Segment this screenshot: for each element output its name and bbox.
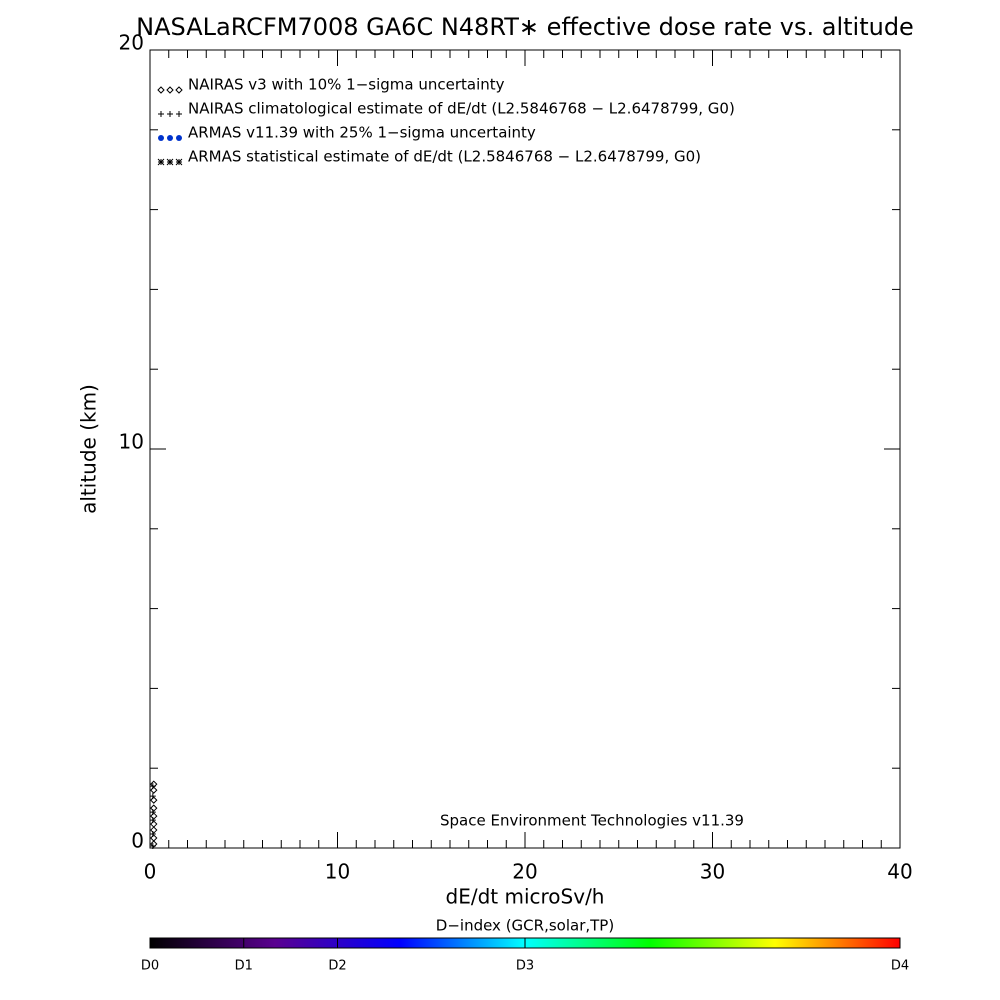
marker-circle <box>158 135 164 141</box>
marker-circle <box>176 135 182 141</box>
marker-asterisk <box>166 158 174 166</box>
annotation: Space Environment Technologies v11.39 <box>440 812 744 830</box>
x-tick-label: 40 <box>887 860 912 884</box>
marker-plus <box>149 809 156 816</box>
marker-diamond <box>175 86 183 94</box>
y-tick-label: 0 <box>131 829 144 853</box>
marker-diamond <box>150 834 158 842</box>
legend-label: ARMAS v11.39 with 25% 1−sigma uncertaint… <box>188 124 536 142</box>
legend-label: NAIRAS v3 with 10% 1−sigma uncertainty <box>188 76 505 94</box>
marker-diamond <box>150 820 158 828</box>
y-tick-label: 20 <box>119 31 144 55</box>
colorbar-label: D−index (GCR,solar,TP) <box>436 917 614 935</box>
legend-label: ARMAS statistical estimate of dE/dt (L2.… <box>188 148 701 166</box>
y-tick-label: 10 <box>119 430 144 454</box>
marker-diamond <box>150 786 158 794</box>
marker-diamond <box>157 86 165 94</box>
marker-diamond <box>150 796 158 804</box>
marker-diamond <box>166 86 174 94</box>
marker-diamond <box>150 812 158 820</box>
colorbar-tick-label: D2 <box>328 959 346 974</box>
marker-circle <box>167 135 173 141</box>
x-axis-label: dE/dt microSv/h <box>446 885 605 909</box>
x-tick-label: 0 <box>144 860 157 884</box>
x-tick-label: 10 <box>325 860 350 884</box>
legend-label: NAIRAS climatological estimate of dE/dt … <box>188 100 735 118</box>
marker-asterisk <box>175 158 183 166</box>
marker-plus <box>176 111 182 117</box>
marker-asterisk <box>157 158 165 166</box>
marker-plus <box>149 843 156 850</box>
x-tick-label: 30 <box>700 860 725 884</box>
marker-plus <box>167 111 173 117</box>
colorbar-tick-label: D4 <box>891 959 909 974</box>
chart-title: NASALaRCFM7008 GA6C N48RT∗ effective dos… <box>136 13 914 41</box>
marker-plus <box>149 793 156 800</box>
plot-frame <box>149 49 901 849</box>
marker-plus <box>149 831 156 838</box>
marker-plus <box>149 783 156 790</box>
x-tick-label: 20 <box>512 860 537 884</box>
marker-plus <box>158 111 164 117</box>
marker-diamond <box>150 804 158 812</box>
colorbar-tick-label: D3 <box>516 959 534 974</box>
colorbar-tick-label: D0 <box>141 959 159 974</box>
marker-diamond <box>150 826 158 834</box>
marker-plus <box>149 817 156 824</box>
y-axis-label: altitude (km) <box>77 384 101 514</box>
colorbar-tick-label: D1 <box>235 959 253 974</box>
